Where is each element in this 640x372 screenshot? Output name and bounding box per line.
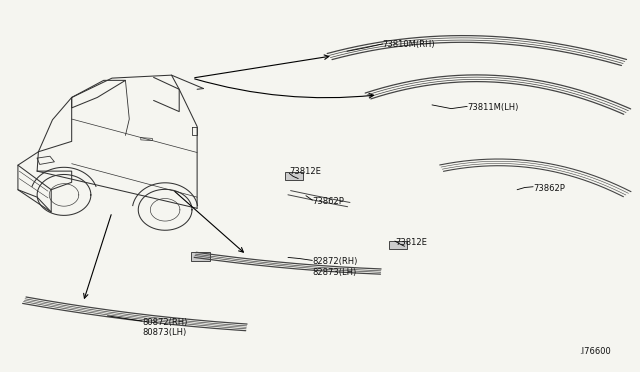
Text: 73812E: 73812E xyxy=(289,167,321,176)
Bar xyxy=(389,241,407,249)
Text: 73862P: 73862P xyxy=(312,197,344,206)
Text: 73862P: 73862P xyxy=(533,184,565,193)
Bar xyxy=(285,172,303,180)
Text: 80872(RH): 80872(RH) xyxy=(142,318,188,327)
Text: 73811M(LH): 73811M(LH) xyxy=(467,103,518,112)
Text: 82873(LH): 82873(LH) xyxy=(312,268,356,277)
Text: .I76600: .I76600 xyxy=(579,347,611,356)
Text: 82872(RH): 82872(RH) xyxy=(312,257,358,266)
Text: 73812E: 73812E xyxy=(395,238,427,247)
Text: 73810M(RH): 73810M(RH) xyxy=(383,40,435,49)
Text: 80873(LH): 80873(LH) xyxy=(142,328,186,337)
Bar xyxy=(191,252,210,261)
